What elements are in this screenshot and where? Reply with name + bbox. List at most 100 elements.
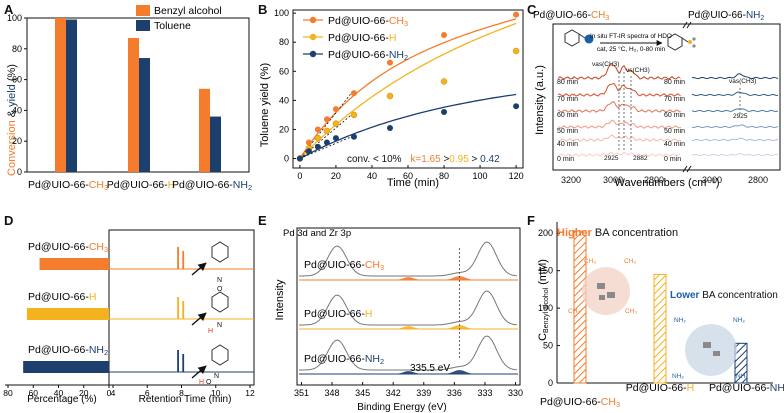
- panel-b-xtick-label: 120: [509, 171, 524, 181]
- atom-label-N: N: [217, 322, 222, 329]
- panel-c-left-title: Pd@UIO-66-CH3: [533, 10, 609, 22]
- bar-conversion: [128, 38, 139, 172]
- piperidine-ring-icon: [211, 344, 229, 366]
- axis-break-mark: [682, 21, 692, 173]
- ftir-spectrum-ch3: [557, 151, 681, 157]
- svg-text:40 min: 40 min: [557, 141, 578, 148]
- panel-a-ylabel: Conversion & yield (%): [6, 64, 18, 176]
- panel-f-ylabel: CBenzyl alcohol (mM): [537, 259, 550, 341]
- concentration-bar: [573, 230, 587, 384]
- panel-d-right-frame: [108, 229, 255, 386]
- panel-a-ytick-label: 100: [7, 13, 22, 23]
- panel-e-xtick-label: 333: [477, 388, 492, 398]
- data-point: [386, 124, 393, 131]
- panel-e-xtick-label: 339: [416, 388, 431, 398]
- panel-e-frame: [296, 227, 521, 386]
- peak-label-vs: νs(CH3): [626, 67, 650, 74]
- toluene-ring-icon: [667, 33, 683, 51]
- data-point: [512, 47, 520, 55]
- svg-text:3000: 3000: [603, 175, 623, 185]
- data-point: [350, 133, 357, 140]
- panel-c-right-title: Pd@UIO-66-NH2: [688, 10, 764, 22]
- data-point: [332, 135, 339, 142]
- panel-d-sample-label: Pd@UIO-66-CH3: [28, 241, 108, 254]
- initial-rate-line: [299, 89, 355, 159]
- panel-f-ytick-label: 100: [538, 303, 553, 313]
- panel-b-ytick-label: 80: [279, 37, 289, 47]
- svg-text:3200: 3200: [561, 175, 581, 185]
- data-point: [323, 127, 331, 135]
- ftir-spectrum-nh2: [691, 152, 779, 157]
- panel-e-xtick-label: 351: [294, 388, 309, 398]
- data-point: [314, 143, 321, 150]
- panel-d-xtick-label-left: 80: [3, 388, 13, 398]
- data-point: [440, 78, 448, 85]
- legend-marker: [309, 16, 317, 24]
- rate-annotation: conv. < 10% k=1.65 >0.95 > 0.42: [347, 154, 500, 165]
- atom-label-N: N: [217, 277, 222, 284]
- panel-a-bar-chart: Conversion & yield (%) 0 20 40 60 80 100 Pd@UI…: [6, 5, 252, 192]
- svg-text:70 min: 70 min: [664, 96, 685, 103]
- legend-swatch-benzyl-alcohol: [136, 5, 150, 16]
- reaction-line-1: In situ FT-IR spectra of HDO: [590, 33, 672, 40]
- ftir-spectrum-nh2: [691, 137, 779, 142]
- panel-d-sample-label: Pd@UIO-66-NH2: [28, 344, 108, 357]
- svg-text:60 min: 60 min: [557, 112, 578, 119]
- legend-label-benzyl-alcohol: Benzyl alcohol: [154, 5, 222, 17]
- panel-d-xtick-label-left: 0: [107, 388, 112, 398]
- panel-e-xtick-label: 345: [355, 388, 370, 398]
- panel-d-xlabel-right: Retention Time (min): [139, 394, 232, 405]
- panel-d-xtick-label-right: 4: [111, 388, 116, 398]
- legend-label-series: Pd@UIO-66-H: [328, 32, 396, 44]
- svg-text:80 min: 80 min: [557, 79, 578, 86]
- panel-letter-f: F: [527, 213, 535, 228]
- panel-a-ytick-label: 60: [12, 75, 22, 85]
- data-point: [305, 148, 312, 155]
- data-point: [296, 155, 303, 162]
- data-point: [350, 90, 357, 97]
- panel-e-xlabel: Binding Energy (eV): [357, 402, 447, 413]
- svg-text:60 min: 60 min: [664, 112, 685, 119]
- ch3-mof-sphere: [582, 267, 630, 315]
- panel-d-chromatography: 80 60 40 20 0 4 6 8 10 12 Pd@UIO-66-CH3 Pd@UIO-66-H…: [3, 229, 255, 405]
- ftir-spectrum-nh2: [691, 73, 779, 80]
- data-point: [350, 111, 358, 119]
- panel-d-xtick-label-right: 6: [145, 388, 150, 398]
- panel-letter-b: B: [258, 2, 267, 17]
- pointer-arrow: [191, 312, 207, 326]
- data-point: [441, 109, 448, 116]
- panel-a-ytick-label: 0: [17, 167, 22, 177]
- panel-b-ylabel: Toluene yield (%): [259, 63, 271, 147]
- nh2-mof-sphere: [685, 324, 737, 376]
- panel-b-ytick-label: 40: [279, 95, 289, 105]
- benzene-ring-icon: [564, 29, 580, 47]
- panel-b-line-chart: Toluene yield (%) Time (min) 0 20 40 60 80 10…: [259, 8, 524, 189]
- legend-label-toluene: Toluene: [154, 20, 191, 32]
- panel-c-frame: [552, 23, 781, 171]
- panel-f-ytick-label: 50: [543, 341, 553, 351]
- svg-text:80 min: 80 min: [664, 79, 685, 86]
- fit-curve-2: [299, 93, 517, 160]
- panel-d-xlabel-left: Percentage (%): [27, 394, 96, 405]
- svg-text:CH₃: CH₃: [584, 258, 596, 265]
- panel-a-category-label: Pd@UIO-66-CH3: [28, 179, 108, 192]
- panel-e-title: Pd 3d and Zr 3p: [283, 228, 351, 239]
- panel-a-category-label: Pd@UIO-66-NH2: [172, 179, 252, 192]
- panel-d-xtick-label-right: 8: [179, 388, 184, 398]
- panel-letter-c: C: [527, 2, 537, 17]
- panel-c-ftir: Pd@UIO-66-CH3 Pd@UIO-66-NH2 Intensity (a…: [533, 10, 781, 189]
- peak-label-vas-right: νas(CH3): [729, 78, 756, 85]
- svg-text:CH₃: CH₃: [625, 308, 637, 315]
- atom-label-H: H: [199, 379, 204, 386]
- data-point: [513, 103, 520, 110]
- panel-e-sample-label: Pd@UIO-66-CH3: [304, 259, 384, 272]
- pd-component-fill: [444, 370, 475, 374]
- pd-component-fill: [395, 277, 422, 280]
- data-point: [386, 59, 393, 66]
- xps-envelope: [299, 290, 518, 326]
- bar-conversion: [199, 88, 210, 172]
- legend-swatch-toluene: [136, 20, 150, 31]
- data-point: [323, 116, 330, 123]
- panel-letter-d: D: [4, 213, 13, 228]
